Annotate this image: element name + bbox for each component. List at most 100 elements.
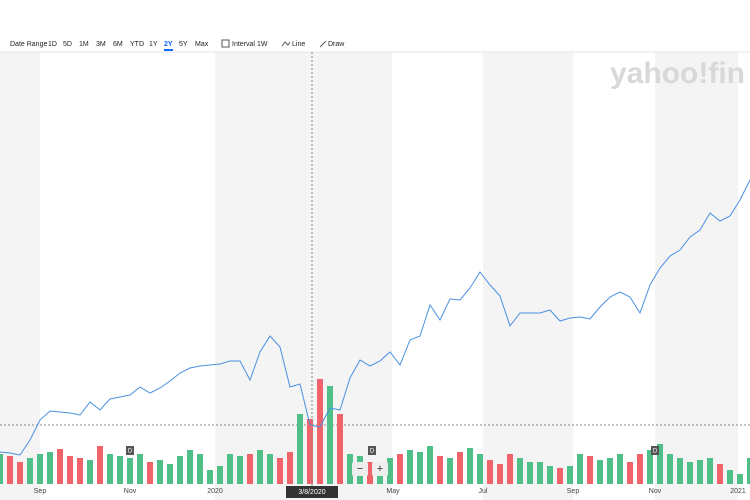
volume-bar <box>217 466 223 484</box>
volume-bar <box>17 462 23 484</box>
volume-bar <box>647 450 653 484</box>
period-band <box>215 52 392 500</box>
range-button[interactable]: 2Y <box>164 41 173 48</box>
dividend-marker[interactable] <box>651 446 659 455</box>
x-tick-label: 2020 <box>207 488 223 495</box>
volume-bar <box>177 456 183 484</box>
volume-bar <box>447 458 453 484</box>
volume-bar <box>307 419 313 484</box>
volume-bar <box>597 460 603 484</box>
volume-bar <box>137 454 143 484</box>
draw-icon <box>319 40 327 48</box>
volume-bar <box>557 468 563 484</box>
volume-bar <box>287 452 293 484</box>
volume-bar <box>677 458 683 484</box>
volume-bar <box>107 454 113 484</box>
x-tick-label: Nov <box>649 488 662 495</box>
interval-value[interactable]: 1W <box>257 41 268 48</box>
chart-type[interactable]: Line <box>292 41 305 48</box>
crosshair-date-box <box>286 486 338 498</box>
volume-bar <box>87 460 93 484</box>
price-line <box>0 179 750 456</box>
x-tick-label: Jul <box>479 488 488 495</box>
range-button[interactable]: 5Y <box>179 41 188 48</box>
draw-button[interactable]: Draw <box>328 41 345 48</box>
range-button[interactable]: 1D <box>48 41 57 48</box>
volume-bar <box>637 454 643 484</box>
range-button[interactable]: Max <box>195 41 209 48</box>
zoom-label[interactable]: − <box>357 463 363 475</box>
dividend-label[interactable]: D <box>370 449 375 455</box>
volume-bar <box>537 462 543 484</box>
volume-bar <box>687 462 693 484</box>
volume-bar <box>657 444 663 484</box>
range-button[interactable]: 1M <box>79 41 89 48</box>
volume-bar <box>77 458 83 484</box>
volume-bar <box>747 458 750 484</box>
watermark: yahoo!fin <box>610 57 745 90</box>
volume-bar <box>297 414 303 484</box>
volume-bars <box>0 379 750 484</box>
volume-bar <box>467 448 473 484</box>
volume-bar <box>167 464 173 484</box>
volume-bar <box>527 462 533 484</box>
volume-bar <box>477 454 483 484</box>
volume-bar <box>697 460 703 484</box>
volume-bar <box>37 454 43 484</box>
zoom-button[interactable] <box>372 462 388 476</box>
volume-bar <box>397 454 403 484</box>
range-button[interactable]: 6M <box>113 41 123 48</box>
volume-bar <box>237 456 243 484</box>
volume-bar <box>727 470 733 484</box>
volume-bar <box>667 454 673 484</box>
volume-bar <box>187 450 193 484</box>
volume-bar <box>577 454 583 484</box>
volume-bar <box>437 456 443 484</box>
dividend-marker[interactable] <box>368 446 376 455</box>
volume-bar <box>717 464 723 484</box>
volume-bar <box>257 450 263 484</box>
volume-bar <box>547 466 553 484</box>
volume-bar <box>47 452 53 484</box>
dividend-label[interactable]: D <box>128 449 133 455</box>
volume-bar <box>147 462 153 484</box>
volume-bar <box>327 386 333 484</box>
date-range-button[interactable]: Date Range <box>10 41 47 48</box>
volume-bar <box>267 454 273 484</box>
dividend-label[interactable]: D <box>653 449 658 455</box>
volume-bar <box>247 454 253 484</box>
volume-bar <box>157 460 163 484</box>
volume-bar <box>197 454 203 484</box>
volume-bar <box>207 470 213 484</box>
range-button[interactable]: 5D <box>63 41 72 48</box>
x-tick-label: Nov <box>124 488 137 495</box>
volume-bar <box>227 454 233 484</box>
period-band <box>483 52 573 500</box>
dividend-marker[interactable] <box>126 446 134 455</box>
volume-bar <box>7 456 13 484</box>
volume-bar <box>67 456 73 484</box>
volume-bar <box>427 446 433 484</box>
range-button[interactable]: 3M <box>96 41 106 48</box>
volume-bar <box>57 449 63 484</box>
zoom-label[interactable]: + <box>377 463 383 475</box>
interval-label[interactable]: Interval <box>232 41 255 48</box>
volume-bar <box>407 450 413 484</box>
zoom-button[interactable] <box>352 462 368 476</box>
volume-bar <box>97 446 103 484</box>
range-buttons: 1D 5D 1M 3M 6M YTD 1Y 2Y 5Y Max <box>48 41 209 51</box>
range-button[interactable]: YTD <box>130 41 144 48</box>
volume-bar <box>127 458 133 484</box>
volume-bar <box>417 452 423 484</box>
range-button[interactable]: 1Y <box>149 41 158 48</box>
plot: D D D − + Sep Nov 2020 May Jul Sep Nov 2021 3/8/2020 <box>0 52 750 498</box>
volume-bar <box>607 458 613 484</box>
x-tick-label: Sep <box>34 488 47 495</box>
volume-bar <box>487 460 493 484</box>
volume-bar <box>567 466 573 484</box>
volume-bar <box>317 379 323 484</box>
volume-bar <box>337 414 343 484</box>
volume-bar <box>497 464 503 484</box>
